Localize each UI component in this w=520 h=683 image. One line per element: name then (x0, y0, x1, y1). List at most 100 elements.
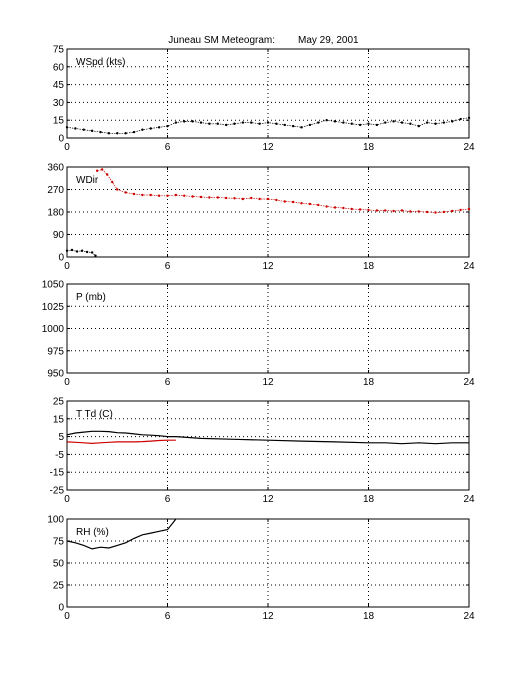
data-point (149, 193, 152, 197)
x-tick-label: 12 (262, 494, 274, 505)
figure-date: May 29, 2001 (298, 35, 359, 46)
data-point (291, 200, 295, 204)
panel-label: P (mb) (76, 292, 106, 303)
y-tick-label: 1050 (42, 280, 65, 291)
y-tick-label: 1000 (42, 324, 65, 335)
x-tick-label: 6 (165, 611, 171, 622)
data-point (434, 122, 437, 125)
y-tick-label: 0 (58, 253, 64, 264)
data-point (166, 124, 169, 128)
y-tick-label: -5 (55, 450, 64, 461)
y-tick-label: 25 (53, 397, 65, 408)
y-tick-label: 90 (53, 230, 65, 241)
x-tick-label: 0 (64, 494, 70, 505)
x-tick-label: 0 (64, 261, 70, 272)
y-tick-label: 75 (53, 537, 65, 548)
series-line (66, 518, 177, 550)
data-point (241, 197, 245, 201)
data-point (451, 209, 454, 213)
data-point (233, 122, 236, 125)
x-tick-label: 24 (463, 261, 475, 272)
data-point (467, 207, 471, 211)
data-point (400, 121, 404, 124)
x-tick-label: 6 (165, 377, 171, 388)
x-tick-label: 12 (262, 377, 274, 388)
x-tick-label: 12 (262, 261, 274, 272)
y-tick-label: -15 (50, 468, 65, 479)
figure-title: Juneau SM Meteogram: (168, 35, 275, 46)
data-point (266, 197, 270, 201)
y-tick-label: 950 (47, 369, 64, 380)
y-tick-label: 60 (53, 62, 65, 73)
series-line (66, 439, 176, 445)
x-tick-label: 12 (262, 142, 274, 153)
panel-label: WSpd (kts) (76, 57, 125, 68)
data-point (425, 210, 429, 214)
data-point (333, 120, 337, 123)
series-trace (66, 249, 96, 257)
data-point (174, 193, 178, 197)
y-tick-label: 100 (47, 515, 64, 526)
y-tick-label: 25 (53, 581, 65, 592)
data-point (275, 122, 278, 125)
data-point (358, 123, 362, 127)
x-tick-label: 18 (363, 611, 375, 622)
data-point (199, 195, 203, 199)
panel-label: WDir (76, 175, 99, 186)
data-point (82, 128, 85, 131)
y-tick-label: 15 (53, 414, 65, 425)
data-point (191, 195, 194, 198)
x-tick-label: 6 (165, 261, 171, 272)
x-tick-label: 24 (463, 142, 475, 153)
x-tick-label: 24 (463, 494, 475, 505)
y-tick-label: -25 (50, 486, 65, 497)
data-point (250, 121, 253, 124)
y-tick-label: 50 (53, 559, 65, 570)
y-tick-label: 15 (53, 116, 65, 127)
panel-label: RH (%) (76, 527, 109, 538)
y-tick-label: 360 (47, 163, 64, 174)
x-tick-label: 6 (165, 494, 171, 505)
x-tick-label: 18 (363, 494, 375, 505)
data-point (308, 202, 312, 206)
data-point (124, 191, 127, 194)
data-point (283, 200, 286, 203)
y-tick-label: 30 (53, 98, 65, 109)
data-point (183, 120, 186, 123)
x-tick-label: 24 (463, 377, 475, 388)
y-tick-label: 5 (58, 432, 64, 443)
data-point (358, 208, 362, 211)
data-point (95, 169, 99, 172)
y-tick-label: 45 (53, 80, 65, 91)
data-point (149, 127, 152, 130)
data-point (400, 209, 404, 212)
x-tick-label: 6 (165, 142, 171, 153)
data-point (375, 123, 379, 127)
x-tick-label: 18 (363, 142, 375, 153)
data-point (216, 196, 219, 199)
x-tick-label: 18 (363, 377, 375, 388)
x-tick-label: 12 (262, 611, 274, 622)
y-tick-label: 180 (47, 208, 64, 219)
y-tick-label: 75 (53, 45, 65, 56)
x-tick-label: 24 (463, 611, 475, 622)
y-tick-label: 975 (47, 346, 64, 357)
data-point (375, 209, 379, 212)
data-point (317, 121, 320, 124)
data-point (208, 122, 211, 125)
panel-label: T Td (C) (76, 409, 113, 420)
data-point (124, 132, 127, 135)
x-tick-label: 0 (64, 142, 70, 153)
series-trace (66, 117, 470, 134)
data-point (333, 206, 337, 209)
x-tick-label: 0 (64, 377, 70, 388)
y-tick-label: 1025 (42, 302, 65, 313)
data-point (107, 132, 111, 135)
x-tick-label: 18 (363, 261, 375, 272)
y-tick-label: 270 (47, 185, 64, 196)
y-tick-label: 0 (58, 134, 64, 145)
x-tick-label: 0 (64, 611, 70, 622)
series-line (66, 430, 469, 445)
series-trace (97, 169, 470, 213)
